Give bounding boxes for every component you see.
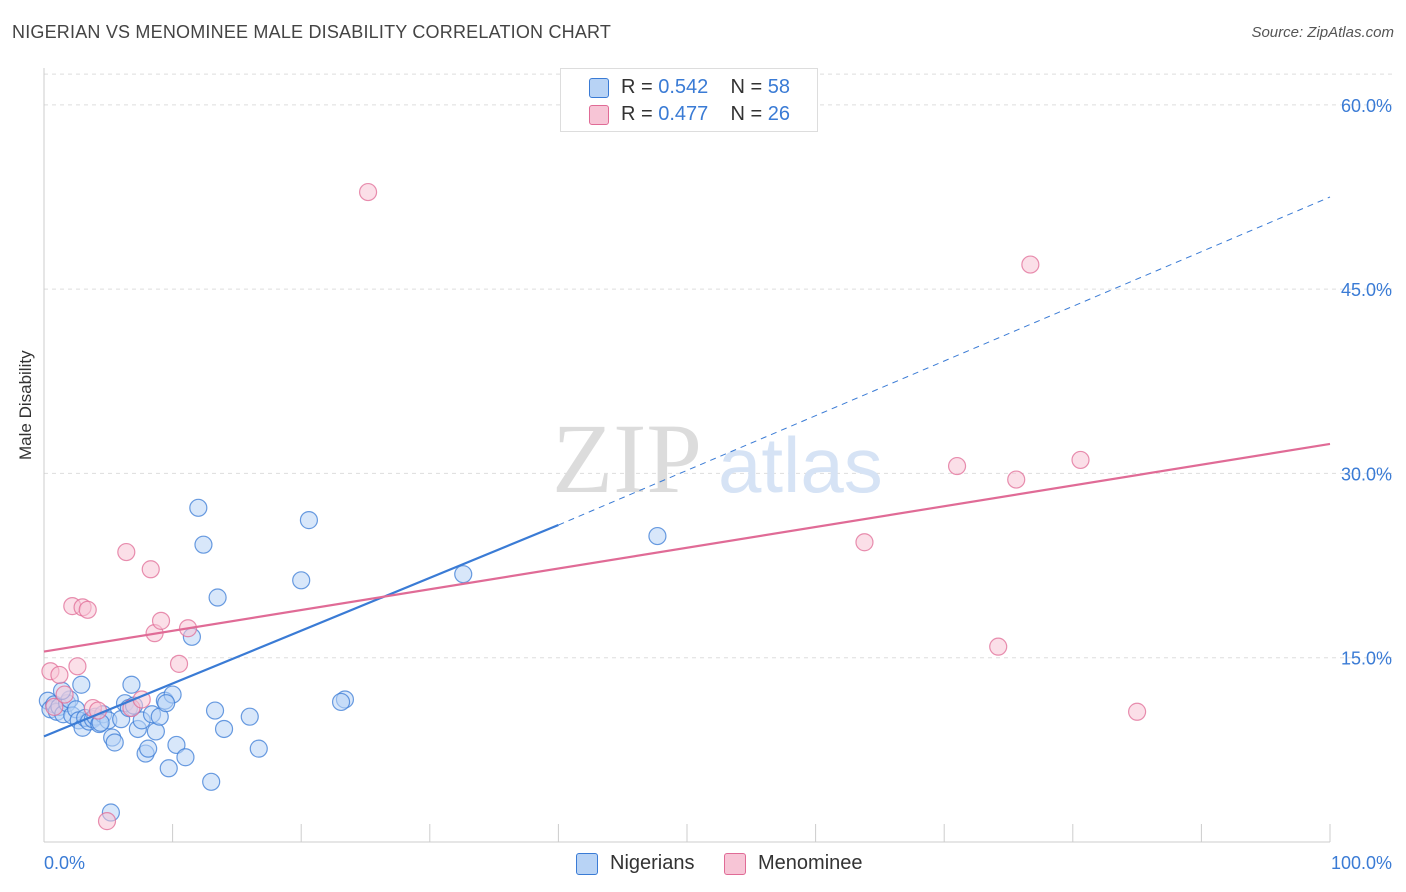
point-menominee	[97, 812, 117, 831]
watermark-zip: ZIP	[552, 403, 702, 514]
trend-lines	[43, 196, 1331, 738]
point-nigerians	[205, 701, 225, 720]
legend-n-label: N =	[730, 76, 768, 98]
legend-n-value: 58	[767, 76, 791, 98]
point-menominee	[358, 182, 378, 202]
point-menominee	[78, 600, 97, 619]
point-nigerians	[202, 772, 221, 791]
point-nigerians	[208, 588, 227, 607]
watermark: ZIP atlas	[552, 403, 883, 514]
point-menominee	[1007, 470, 1026, 489]
point-menominee	[45, 697, 64, 716]
trend-line-nigerians	[43, 524, 559, 738]
point-menominee	[50, 665, 69, 685]
watermark-atlas: atlas	[718, 421, 883, 509]
point-menominee	[1071, 450, 1090, 470]
point-menominee	[1021, 255, 1040, 274]
chart-source: Source: ZipAtlas.com	[1251, 24, 1394, 41]
point-nigerians	[194, 535, 213, 554]
point-nigerians	[122, 675, 141, 694]
point-menominee	[68, 657, 87, 676]
legend-r-value: 0.477	[658, 103, 709, 125]
legend-r-label: R =	[621, 103, 659, 125]
point-nigerians	[240, 707, 259, 726]
point-menominee	[169, 654, 189, 673]
legend-swatch-menominee	[724, 853, 746, 875]
y-tick-label: 45.0%	[1341, 280, 1392, 300]
grid-lines	[44, 73, 1394, 659]
x-tick-label: 100.0%	[1331, 853, 1392, 873]
point-nigerians	[167, 735, 186, 755]
point-nigerians	[105, 733, 124, 752]
tick-labels: 15.0% 30.0% 45.0% 60.0% 0.0% 100.0%	[44, 96, 1392, 873]
legend-n-value: 26	[767, 103, 791, 125]
point-menominee	[117, 542, 136, 562]
point-nigerians	[454, 565, 473, 584]
legend-label-nigerians: Nigerians	[610, 852, 695, 874]
point-nigerians	[214, 719, 234, 739]
point-menominee	[141, 560, 160, 579]
legend-r-value: 0.542	[658, 76, 709, 98]
legend-label-menominee: Menominee	[758, 852, 863, 874]
legend-n-label: N =	[730, 103, 768, 125]
point-nigerians	[299, 511, 319, 530]
trend-line-menominee	[43, 442, 1331, 653]
point-nigerians	[159, 759, 178, 778]
point-menominee	[989, 637, 1008, 656]
y-tick-label: 60.0%	[1341, 96, 1392, 116]
point-menominee	[855, 533, 874, 552]
point-nigerians	[648, 526, 667, 546]
point-menominee	[55, 685, 74, 704]
y-tick-label: 30.0%	[1341, 464, 1392, 484]
x-tick-label: 0.0%	[44, 853, 85, 873]
point-menominee	[947, 456, 967, 476]
axes	[43, 68, 1331, 843]
point-nigerians	[176, 748, 195, 767]
y-tick-label: 15.0%	[1341, 649, 1392, 669]
legend-r-label: R =	[621, 76, 659, 98]
point-nigerians	[249, 739, 268, 758]
point-nigerians	[139, 739, 158, 758]
data-points	[38, 182, 1147, 831]
point-nigerians	[72, 675, 91, 694]
point-nigerians	[157, 694, 176, 713]
legend-swatch-nigerians	[589, 78, 609, 98]
trend-extension-nigerians	[558, 196, 1331, 526]
legend-swatch-nigerians	[576, 853, 598, 875]
point-nigerians	[189, 498, 208, 517]
point-menominee	[151, 611, 171, 630]
y-axis-label: Male Disability	[16, 350, 35, 460]
stats-legend: R = 0.542 N = 58 R = 0.477 N = 26	[560, 68, 818, 132]
chart-title: NIGERIAN VS MENOMINEE MALE DISABILITY CO…	[12, 22, 612, 42]
legend-swatch-menominee	[589, 105, 609, 125]
point-nigerians	[292, 571, 311, 590]
point-nigerians	[331, 692, 351, 712]
point-menominee	[1127, 702, 1147, 721]
